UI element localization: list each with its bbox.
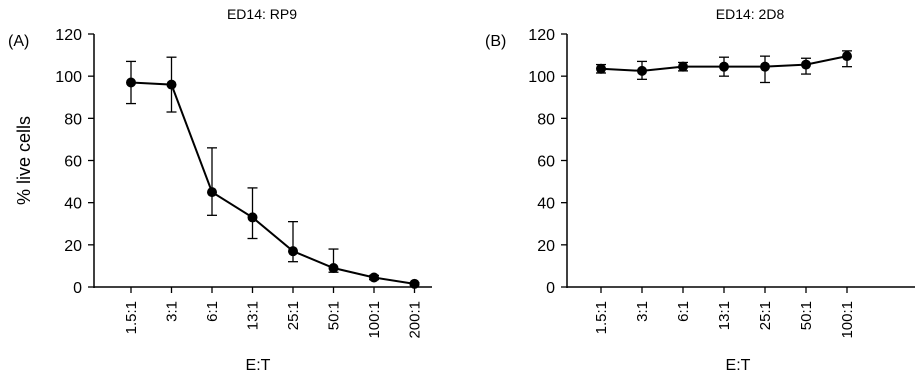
panel-a-y-tick-label: 40 xyxy=(64,196,82,213)
panel-b-x-tick-label: 6:1 xyxy=(675,301,692,322)
panel-a-data-point xyxy=(207,187,217,198)
panel-b-y-tick-label: 80 xyxy=(537,111,555,128)
panel-b-y-tick-label: 120 xyxy=(528,27,555,44)
panel-a-label: (A) xyxy=(8,33,29,50)
panel-b-data-point xyxy=(842,51,852,62)
panel-a-y-tick-label: 0 xyxy=(73,280,82,297)
panel-b-x-tick-label: 100:1 xyxy=(839,301,856,339)
panel-a-data-point xyxy=(369,272,379,283)
panel-b-data-point xyxy=(637,65,647,76)
panel-b-data-point xyxy=(678,61,688,72)
panel-b-data-point xyxy=(760,61,770,72)
panel-a-data-point xyxy=(247,212,258,223)
panel-b-data-point xyxy=(719,61,729,72)
panel-a-x-tick-label: 25:1 xyxy=(285,301,302,330)
panel-b-x-tick-label: 3:1 xyxy=(634,301,651,322)
panel-b-x-tick-label: 50:1 xyxy=(798,301,815,330)
panel-b-data-point xyxy=(596,63,606,74)
panel-b-x-tick-label: 13:1 xyxy=(716,301,733,330)
panel-b-y-tick-label: 0 xyxy=(546,280,555,297)
panel-a-y-axis-label: % live cells xyxy=(14,116,34,205)
panel-a-x-tick-label: 100:1 xyxy=(366,301,383,339)
panel-b-label: (B) xyxy=(485,33,506,50)
panel-b-y-tick-label: 40 xyxy=(537,196,555,213)
panel-a-y-tick-label: 20 xyxy=(64,238,82,255)
panel-a-x-tick-label: 6:1 xyxy=(204,301,221,322)
panel-b-y-tick-label: 20 xyxy=(537,238,555,255)
panel-a-data-point xyxy=(288,246,298,257)
panel-a-data-point xyxy=(409,278,420,289)
panel-b-title: ED14: 2D8 xyxy=(716,6,785,22)
panel-a-x-axis-label: E:T xyxy=(246,357,271,374)
panel-a-data-point xyxy=(328,263,339,274)
panel-a-title: ED14: RP9 xyxy=(227,6,297,22)
panel-a-x-tick-label: 1.5:1 xyxy=(123,301,140,334)
panel-a-y-tick-label: 100 xyxy=(55,69,82,86)
panel-b-x-tick-label: 1.5:1 xyxy=(593,301,610,334)
panel-a-data-point xyxy=(126,77,136,88)
panel-b-data-point xyxy=(801,59,811,70)
panel-a-y-tick-label: 60 xyxy=(64,154,82,171)
panel-a-x-tick-label: 50:1 xyxy=(326,301,343,330)
panel-a-data-point xyxy=(166,79,177,90)
panel-a-x-tick-label: 13:1 xyxy=(245,301,262,330)
panel-a-x-tick-label: 200:1 xyxy=(407,301,424,339)
panel-b-x-tick-label: 25:1 xyxy=(757,301,774,330)
panel-a-y-tick-label: 120 xyxy=(55,27,82,44)
panel-a-series-line xyxy=(130,81,415,285)
panel-b-x-axis-label: E:T xyxy=(726,357,751,374)
panel-a-y-tick-label: 80 xyxy=(64,111,82,128)
panel-b-y-tick-label: 100 xyxy=(528,69,555,86)
panel-b-y-tick-label: 60 xyxy=(537,154,555,171)
panel-a-x-tick-label: 3:1 xyxy=(164,301,181,322)
